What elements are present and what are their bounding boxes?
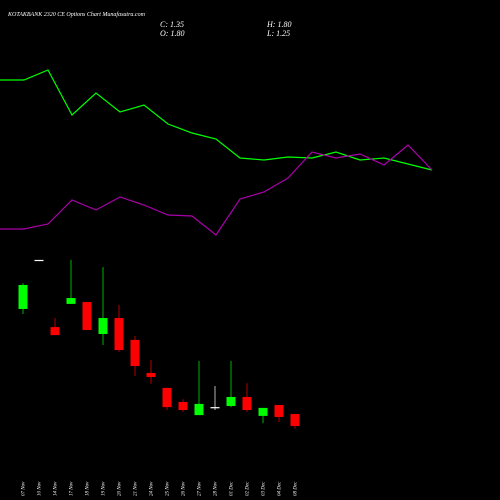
- candle-body: [274, 404, 284, 417]
- x-tick-label: 26 Nov: [182, 481, 187, 496]
- candle-body: [130, 339, 140, 367]
- candle-body: [18, 284, 28, 309]
- candle-body: [242, 396, 252, 411]
- chart-title: KOTAKBANK 2320 CE Options Chart Munafasu…: [7, 11, 146, 18]
- x-tick-label: 27 Nov: [198, 481, 203, 496]
- x-tick-label: 08 Dec: [294, 481, 299, 496]
- x-tick-label: 28 Nov: [214, 481, 219, 496]
- x-tick-label: 19 Nov: [102, 481, 107, 496]
- candle-body: [194, 403, 204, 416]
- x-tick-label: 21 Nov: [134, 481, 139, 496]
- candle-body: [114, 318, 124, 351]
- candle-body: [210, 407, 220, 409]
- candle-body: [290, 414, 300, 427]
- x-tick-label: 10 Nov: [38, 481, 43, 496]
- x-tick-label: 25 Nov: [166, 481, 171, 496]
- x-tick-label: 17 Nov: [70, 481, 75, 496]
- line-series: [0, 144, 433, 236]
- candle-body: [162, 387, 172, 408]
- candle-body: [258, 407, 268, 416]
- x-tick-label: 03 Dec: [262, 481, 267, 496]
- x-tick-label: 04 Dec: [278, 481, 283, 496]
- x-tick-label: 02 Dec: [246, 481, 251, 496]
- candle-body: [50, 327, 60, 336]
- candle-body: [98, 318, 108, 335]
- candle-body: [226, 396, 236, 407]
- ohlc-label: O: 1.80: [160, 29, 184, 38]
- candle-body: [34, 259, 44, 262]
- candle-body: [82, 302, 92, 331]
- ohlc-label: L: 1.25: [266, 29, 290, 38]
- x-tick-label: 01 Dec: [230, 481, 235, 496]
- x-tick-label: 24 Nov: [150, 481, 155, 496]
- candle-body: [66, 298, 76, 304]
- ohlc-label: H: 1.80: [266, 20, 291, 29]
- ohlc-label: C: 1.35: [160, 20, 184, 29]
- x-tick-label: 14 Nov: [54, 481, 59, 496]
- x-tick-label: 20 Nov: [118, 481, 123, 496]
- line-series: [0, 69, 433, 171]
- candle-body: [178, 402, 188, 411]
- x-tick-label: 18 Nov: [86, 481, 91, 496]
- candle-body: [146, 372, 156, 377]
- x-tick-label: 07 Nov: [22, 481, 27, 496]
